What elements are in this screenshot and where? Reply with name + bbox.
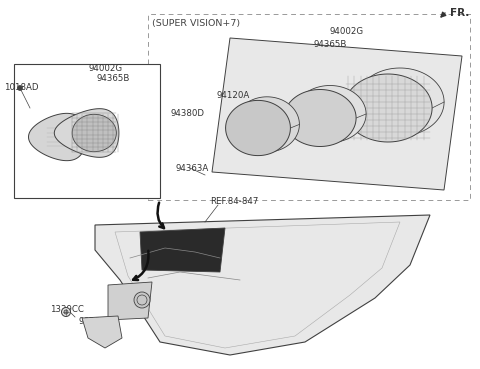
Circle shape bbox=[61, 307, 71, 317]
Text: 96360M: 96360M bbox=[78, 317, 113, 327]
Polygon shape bbox=[294, 86, 366, 142]
Circle shape bbox=[64, 310, 68, 314]
Polygon shape bbox=[284, 90, 356, 146]
Text: 94002G: 94002G bbox=[88, 63, 122, 72]
Text: 94120A: 94120A bbox=[216, 90, 249, 100]
Text: 1018AD: 1018AD bbox=[4, 83, 38, 92]
Text: 94365B: 94365B bbox=[313, 39, 347, 48]
Text: 94363A: 94363A bbox=[175, 163, 208, 172]
Polygon shape bbox=[72, 114, 116, 152]
Text: 94002G: 94002G bbox=[330, 27, 364, 35]
Polygon shape bbox=[54, 109, 119, 157]
Text: 94365B: 94365B bbox=[96, 73, 130, 83]
Bar bbox=[148, 14, 470, 200]
Polygon shape bbox=[356, 68, 444, 136]
Polygon shape bbox=[226, 100, 290, 156]
Polygon shape bbox=[140, 228, 225, 272]
Polygon shape bbox=[95, 215, 430, 355]
Polygon shape bbox=[108, 282, 152, 320]
Polygon shape bbox=[344, 74, 432, 142]
Circle shape bbox=[17, 86, 23, 90]
Text: 1339CC: 1339CC bbox=[50, 306, 84, 314]
Polygon shape bbox=[212, 38, 462, 190]
Text: (SUPER VISION+7): (SUPER VISION+7) bbox=[152, 18, 240, 28]
Text: 94380D: 94380D bbox=[170, 108, 204, 117]
Circle shape bbox=[134, 292, 150, 308]
Polygon shape bbox=[82, 316, 122, 348]
Text: REF.84-847: REF.84-847 bbox=[210, 197, 258, 206]
Polygon shape bbox=[28, 113, 86, 161]
Bar bbox=[14, 64, 160, 198]
Text: FR.: FR. bbox=[450, 8, 469, 18]
Polygon shape bbox=[235, 97, 300, 152]
